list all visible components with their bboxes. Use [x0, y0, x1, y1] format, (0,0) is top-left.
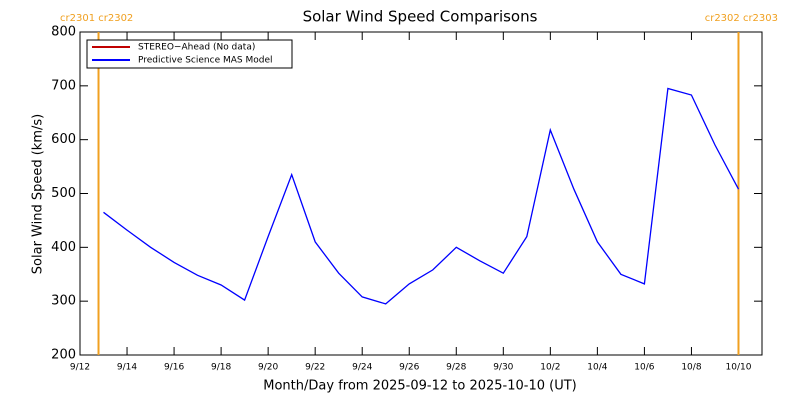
y-tick-label: 200: [51, 348, 76, 363]
x-axis-label: Month/Day from 2025-09-12 to 2025-10-10 …: [263, 379, 576, 394]
legend-label: STEREO−Ahead (No data): [138, 43, 255, 53]
x-tick-label: 10/6: [634, 363, 654, 373]
y-tick-label: 800: [51, 25, 76, 40]
x-tick-label: 9/18: [211, 363, 231, 373]
legend-label: Predictive Science MAS Model: [138, 56, 273, 66]
y-tick-label: 500: [51, 186, 76, 201]
rotation-label: cr2302 cr2303: [705, 13, 778, 24]
x-tick-label: 9/24: [352, 363, 372, 373]
y-tick-label: 300: [51, 294, 76, 309]
x-tick-label: 10/2: [540, 363, 560, 373]
y-axis-label: Solar Wind Speed (km/s): [31, 114, 46, 274]
x-tick-label: 10/8: [681, 363, 701, 373]
legend-box: [86, 39, 293, 69]
x-tick-label: 9/14: [117, 363, 137, 373]
x-tick-label: 9/12: [70, 363, 90, 373]
y-tick-label: 700: [51, 78, 76, 93]
x-tick-label: 10/4: [587, 363, 607, 373]
y-tick-label: 600: [51, 132, 76, 147]
x-tick-label: 9/20: [258, 363, 278, 373]
series-line: [103, 87, 740, 305]
x-tick-label: 9/28: [446, 363, 466, 373]
x-tick-label: 9/22: [305, 363, 325, 373]
chart-title: Solar Wind Speed Comparisons: [303, 8, 538, 26]
x-tick-label: 9/26: [399, 363, 419, 373]
x-tick-label: 9/30: [493, 363, 513, 373]
x-tick-label: 10/10: [726, 363, 752, 373]
y-tick-label: 400: [51, 240, 76, 255]
rotation-label: cr2301 cr2302: [60, 13, 133, 24]
x-tick-label: 9/16: [164, 363, 184, 373]
